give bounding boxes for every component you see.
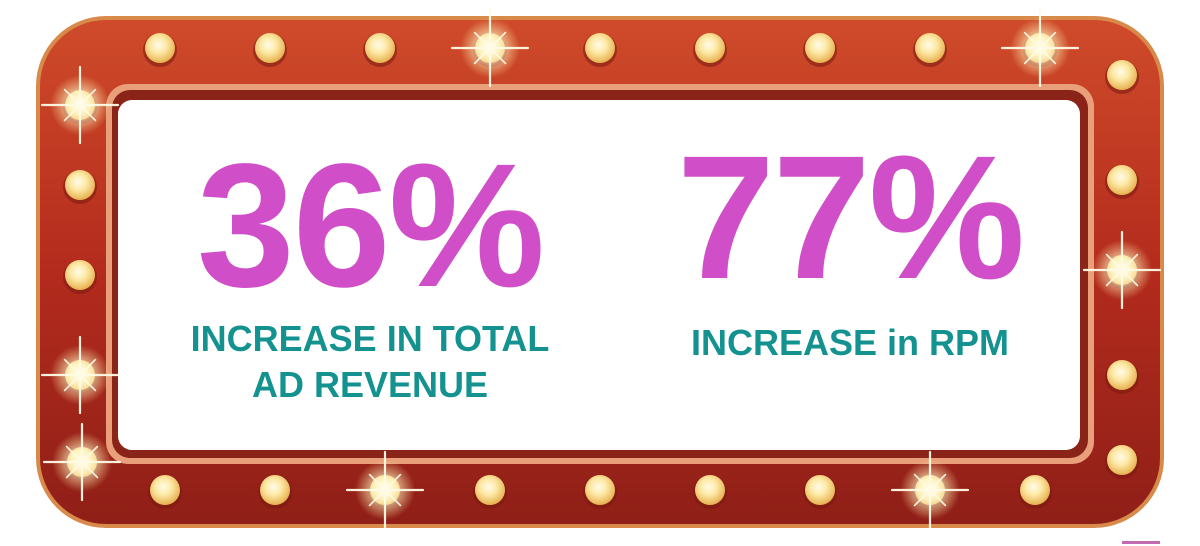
sparkle <box>42 422 122 502</box>
sparkle <box>890 450 970 530</box>
bulb <box>695 475 725 505</box>
stat-value: 36% <box>196 128 545 324</box>
bulb <box>695 33 725 63</box>
stat-value: 77% <box>676 120 1025 316</box>
bulb <box>1107 60 1137 90</box>
sparkle <box>1082 230 1162 310</box>
bulb <box>475 475 505 505</box>
bulb <box>585 475 615 505</box>
stat-caption: INCREASE in RPM <box>660 320 1040 366</box>
bulb <box>585 33 615 63</box>
sparkle <box>40 335 120 415</box>
corner-mark <box>1122 541 1160 544</box>
bulb <box>805 475 835 505</box>
stat-caption-line: INCREASE IN TOTAL <box>190 318 550 359</box>
stat-caption-line: AD REVENUE <box>251 364 489 405</box>
sparkle-layer <box>40 8 1162 530</box>
sparkle <box>40 65 120 145</box>
stat-total-ad-revenue: 36% INCREASE IN TOTAL AD REVENUE <box>170 138 570 408</box>
stat-rpm: 77% INCREASE in RPM <box>660 130 1040 366</box>
bulb <box>65 260 95 290</box>
sparkle <box>1000 8 1080 88</box>
bulb <box>1107 445 1137 475</box>
bulb <box>365 33 395 63</box>
bulb <box>260 475 290 505</box>
stat-caption-line: INCREASE in RPM <box>690 322 1010 363</box>
bulb <box>145 33 175 63</box>
bulb <box>65 170 95 200</box>
bulb <box>1020 475 1050 505</box>
bulb <box>150 475 180 505</box>
bulb <box>805 33 835 63</box>
bulb <box>1107 360 1137 390</box>
bulb <box>915 33 945 63</box>
bulb <box>255 33 285 63</box>
stat-caption: INCREASE IN TOTAL AD REVENUE <box>170 316 570 408</box>
sign-panel <box>118 100 1080 450</box>
sparkle <box>345 450 425 530</box>
sparkle <box>450 8 530 88</box>
bulb <box>1107 165 1137 195</box>
